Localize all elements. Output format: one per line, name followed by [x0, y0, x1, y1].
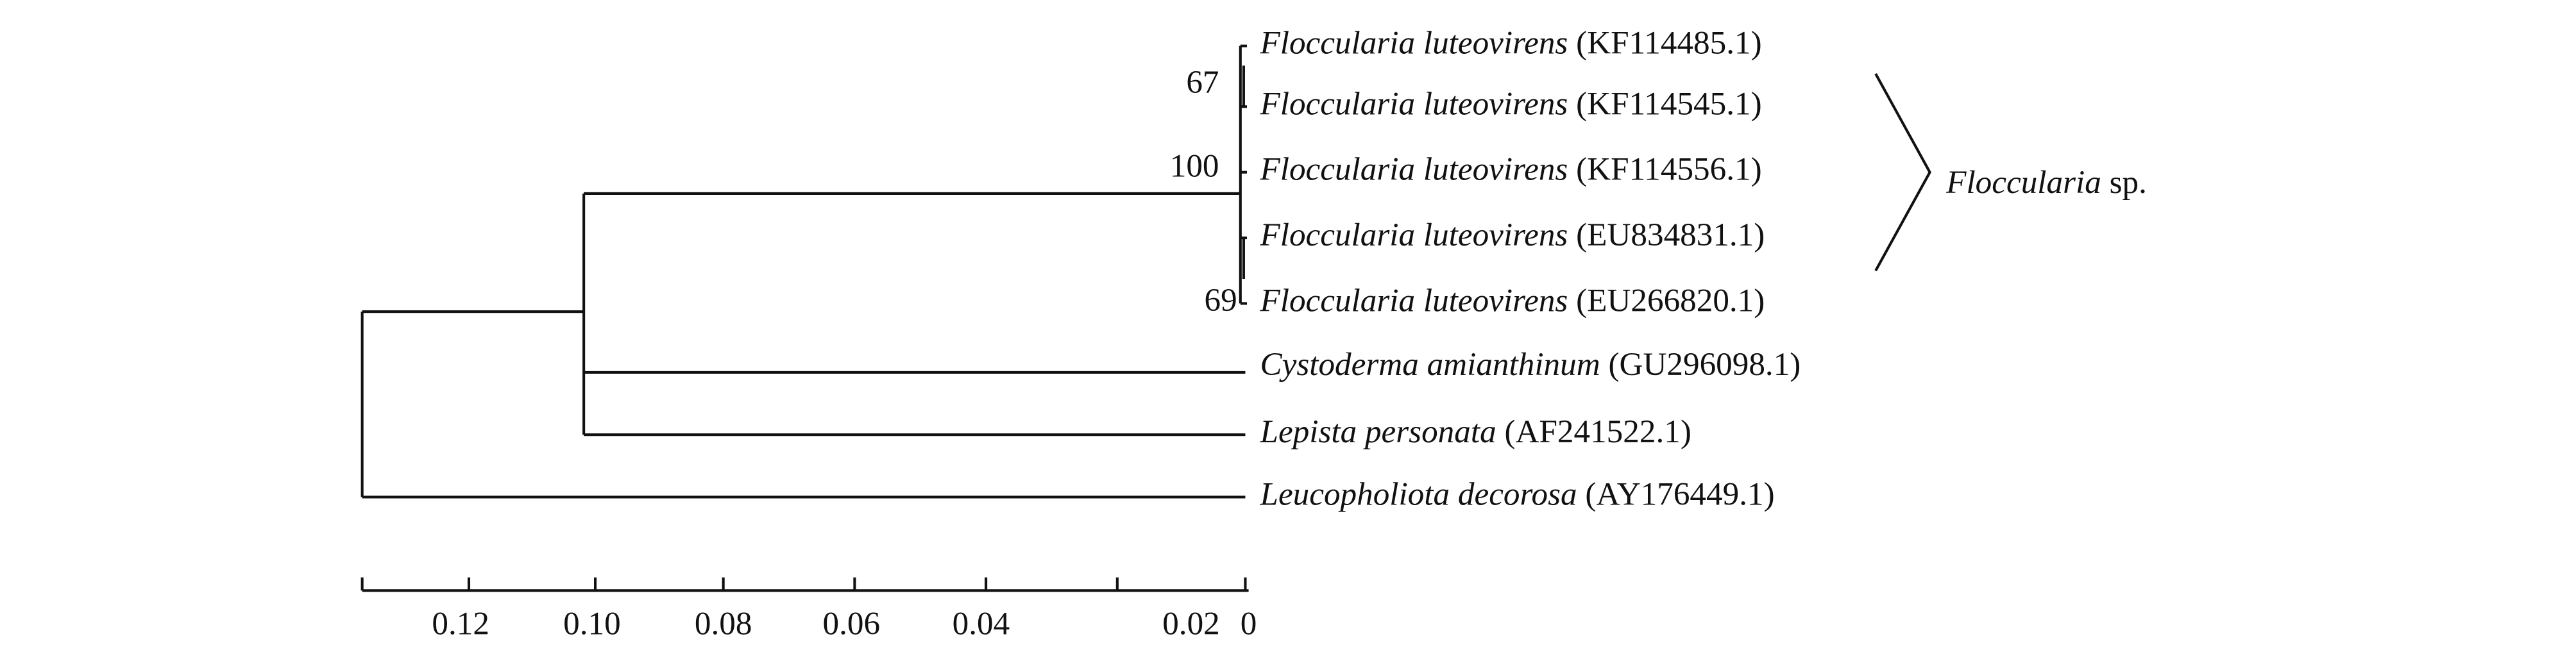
species-name: Lepista personata	[1259, 413, 1496, 450]
accession: (EU834831.1)	[1576, 217, 1765, 253]
species-name: Floccularia luteovirens	[1259, 85, 1568, 122]
leaf-label: Floccularia luteovirens (KF114485.1)	[1259, 24, 1761, 61]
bootstrap: 67	[1186, 64, 1219, 101]
leaf-label: Floccularia luteovirens (KF114556.1)	[1259, 151, 1761, 187]
leaf-label: Cystoderma amianthinum (GU296098.1)	[1260, 346, 1801, 383]
leaves: Floccularia luteovirens (KF114485.1)Flocc…	[1259, 24, 1801, 512]
accession: (EU266820.1)	[1576, 282, 1765, 319]
accession: (GU296098.1)	[1608, 346, 1801, 383]
clade-rank: sp.	[2110, 164, 2147, 201]
scale-tick-label: 0.06	[822, 605, 880, 642]
branches	[360, 44, 1248, 499]
scale-tick-label: 0.02	[1162, 605, 1220, 642]
bootstrap: 69	[1204, 282, 1237, 319]
scale-tick-label: 0.08	[695, 605, 752, 642]
species-name: Cystoderma amianthinum	[1260, 346, 1600, 383]
leaf-label: Leucopholiota decorosa (AY176449.1)	[1259, 476, 1774, 512]
scale-tick-label: 0.10	[563, 605, 621, 642]
scale-tick-label: 0.04	[953, 605, 1010, 642]
species-name: Floccularia luteovirens	[1259, 217, 1568, 253]
accession: (KF114545.1)	[1576, 85, 1762, 122]
scale-bar: 0.12 0.10 0.08 0.06 0.04 0.02 0	[360, 577, 1257, 642]
accession: (KF114556.1)	[1576, 151, 1762, 187]
clade-genus: Floccularia	[1945, 164, 2101, 201]
species-name: Floccularia luteovirens	[1259, 151, 1568, 187]
leaf-label: Floccularia luteovirens (EU266820.1)	[1259, 282, 1765, 319]
accession: (AF241522.1)	[1504, 413, 1691, 450]
leaf-label: Floccularia luteovirens (KF114545.1)	[1259, 85, 1761, 122]
species-name: Leucopholiota decorosa	[1259, 476, 1577, 512]
scale-tick-label: 0.12	[432, 605, 489, 642]
accession: (AY176449.1)	[1585, 476, 1774, 512]
scale-tick-label: 0	[1241, 605, 1257, 642]
accession: (KF114485.1)	[1576, 24, 1762, 61]
species-name: Floccularia luteovirens	[1259, 282, 1568, 319]
species-name: Floccularia luteovirens	[1259, 24, 1568, 61]
clade-bracket	[1874, 73, 1931, 272]
clade-label: Floccularia sp.	[1945, 164, 2147, 201]
leaf-label: Lepista personata (AF241522.1)	[1259, 413, 1691, 450]
bootstrap: 100	[1170, 147, 1219, 184]
leaf-label: Floccularia luteovirens (EU834831.1)	[1259, 217, 1765, 253]
